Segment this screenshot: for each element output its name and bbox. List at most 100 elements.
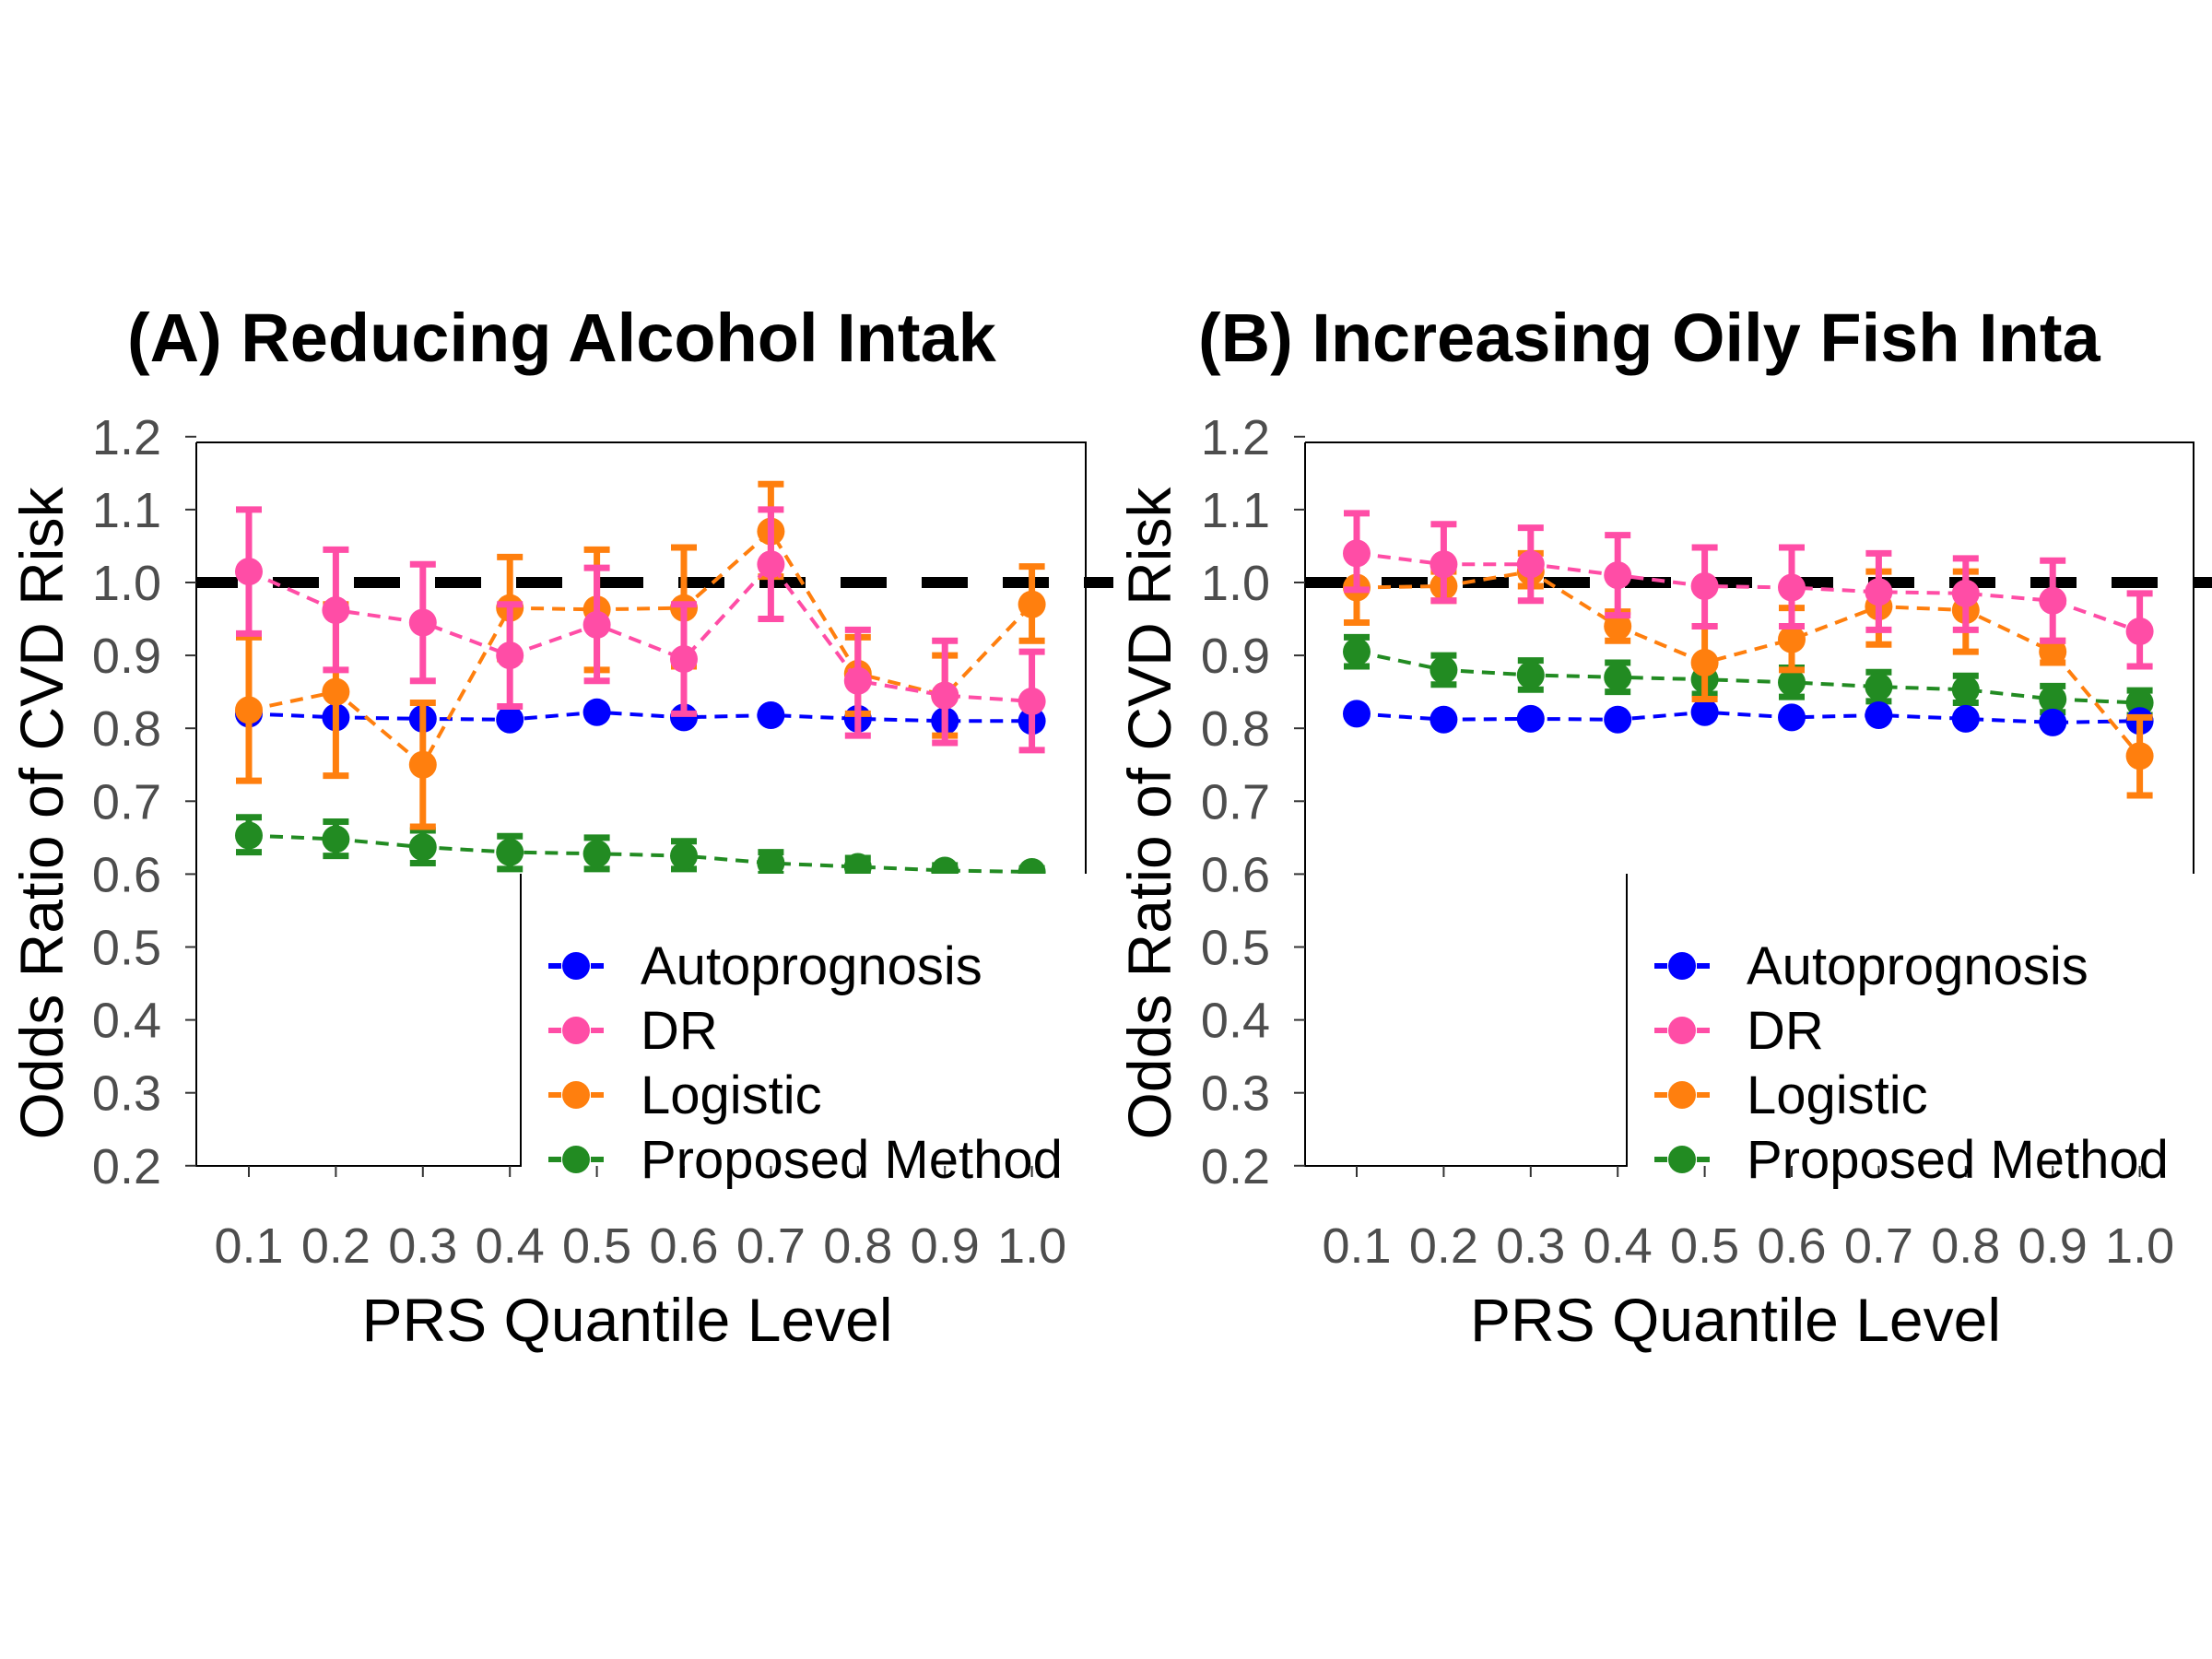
x-tick-label: 0.7: [1844, 1218, 1913, 1274]
data-point-autoprognosis: [670, 703, 698, 732]
panel-border-axes: [1304, 442, 1628, 1167]
y-tick-label: 0.3: [92, 1066, 161, 1122]
legend-key-marker: [562, 1081, 590, 1109]
y-tick-label: 0.6: [1201, 847, 1270, 902]
legend-key-marker: [562, 952, 590, 980]
series-logistic: [1343, 549, 2154, 799]
data-point-dr: [496, 641, 524, 670]
series-autoprognosis: [235, 698, 1046, 735]
series-line-proposed-method: [1356, 650, 2140, 705]
y-tick-label: 0.2: [1201, 1139, 1270, 1194]
x-tick-label: 0.4: [1583, 1218, 1653, 1274]
y-tick-label: 0.4: [92, 994, 161, 1049]
data-point-logistic: [1690, 649, 1719, 677]
series-line-logistic: [248, 528, 1034, 768]
data-point-proposed-method: [1604, 663, 1632, 691]
data-point-autoprognosis: [1516, 704, 1545, 733]
x-tick-label: 0.8: [823, 1218, 892, 1274]
data-point-proposed-method: [843, 853, 872, 881]
y-tick-label: 1.2: [1201, 410, 1270, 465]
panel-border-axes: [195, 442, 522, 1167]
data-point-autoprognosis: [1690, 698, 1719, 726]
y-tick-label: 0.9: [1201, 629, 1270, 684]
data-point-dr: [408, 608, 437, 637]
data-point-logistic: [2125, 742, 2154, 771]
data-layer: [1305, 510, 2212, 799]
data-point-dr: [1018, 687, 1046, 715]
data-point-proposed-method: [1018, 858, 1046, 887]
x-axis-title: PRS Quantile Level: [362, 1286, 893, 1354]
series-logistic: [235, 480, 1046, 830]
legend-label: Autoprognosis: [641, 936, 982, 996]
chart-panel-b: (B) Increasing Oily Fish Inta 1.2 1.1 1.0 0.…: [1115, 300, 2212, 1354]
legend-label: DR: [1747, 1001, 1824, 1061]
data-point-dr: [2039, 586, 2067, 615]
data-point-dr: [235, 558, 263, 586]
data-point-autoprognosis: [1778, 703, 1806, 732]
data-point-dr: [1343, 539, 1371, 568]
data-point-dr: [843, 666, 872, 695]
x-tick-label: 0.1: [1322, 1218, 1391, 1274]
series-line-autoprognosis: [248, 710, 1032, 724]
data-point-proposed-method: [1343, 638, 1371, 666]
x-tick-label: 0.9: [911, 1218, 980, 1274]
x-tick-label: 0.5: [1670, 1218, 1739, 1274]
data-point-proposed-method: [931, 856, 959, 885]
y-tick-label: 1.0: [1201, 556, 1270, 611]
x-tick-label: 0.6: [649, 1218, 718, 1274]
series-line-dr: [248, 561, 1032, 703]
x-tick-label: 0.4: [476, 1218, 545, 1274]
y-tick-label: 0.3: [1201, 1066, 1270, 1122]
legend-label: Logistic: [1747, 1065, 1928, 1125]
data-point-proposed-method: [1865, 673, 1893, 701]
data-point-logistic: [322, 677, 350, 706]
data-point-dr: [1430, 550, 1458, 579]
y-tick-label: 0.2: [92, 1139, 161, 1194]
y-tick-label: 0.8: [92, 701, 161, 757]
data-point-proposed-method: [757, 849, 785, 877]
series-line-logistic: [1356, 570, 2142, 758]
series-dr: [1343, 510, 2154, 670]
legend-label: DR: [641, 1001, 718, 1061]
data-point-dr: [2125, 617, 2154, 645]
data-point-proposed-method: [1951, 676, 1980, 704]
data-point-proposed-method: [670, 841, 698, 870]
data-point-autoprognosis: [1430, 705, 1458, 734]
data-point-proposed-method: [1778, 668, 1806, 697]
legend-label: Proposed Method: [641, 1130, 1063, 1190]
y-tick-label: 0.5: [92, 921, 161, 976]
data-point-dr: [1951, 579, 1980, 607]
data-point-dr: [670, 645, 698, 674]
data-point-logistic: [1604, 612, 1632, 641]
x-tick-label: 0.3: [388, 1218, 457, 1274]
y-tick-label: 1.0: [92, 556, 161, 611]
data-point-dr: [757, 550, 785, 579]
data-point-logistic: [1778, 625, 1806, 653]
data-point-proposed-method: [582, 840, 611, 868]
y-tick-label: 0.4: [1201, 994, 1270, 1049]
y-tick-label: 0.7: [92, 774, 161, 830]
chart-panel-a: (A) Reducing Alcohol Intak 1.2 1.1 1.0 0.9 0.…: [7, 300, 1113, 1354]
data-point-logistic: [235, 696, 263, 724]
legend-key-marker: [1668, 1146, 1696, 1173]
data-layer: [196, 480, 1113, 887]
y-axis-title: Odds Ratio of CVD Risk: [1115, 487, 1183, 1140]
data-point-dr: [582, 610, 611, 639]
series-proposed-method: [1343, 633, 2154, 719]
x-tick-label: 0.8: [1931, 1218, 2000, 1274]
data-point-logistic: [2039, 638, 2067, 666]
data-point-proposed-method: [496, 838, 524, 866]
data-point-proposed-method: [1516, 661, 1545, 689]
series-dr: [235, 506, 1046, 754]
data-point-autoprognosis: [1604, 705, 1632, 734]
legend-label: Logistic: [641, 1065, 822, 1125]
x-tick-label: 0.6: [1757, 1218, 1826, 1274]
data-point-autoprognosis: [1343, 700, 1371, 728]
data-point-dr: [1604, 561, 1632, 590]
data-point-dr: [1865, 578, 1893, 606]
y-tick-label: 0.9: [92, 629, 161, 684]
x-tick-label: 0.3: [1496, 1218, 1565, 1274]
